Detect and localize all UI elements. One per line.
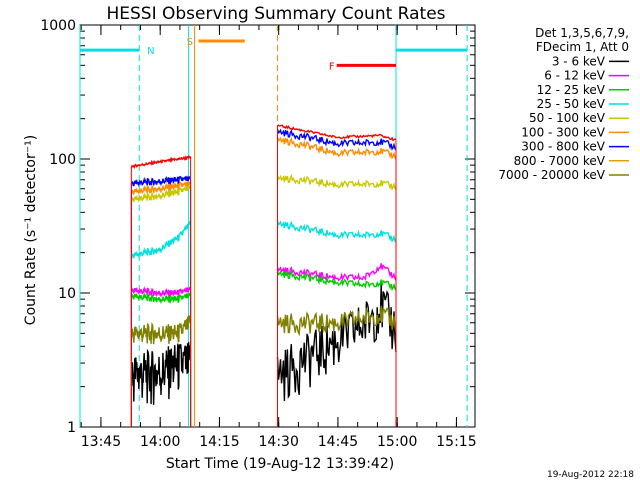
legend: Det 1,3,5,6,7,9,FDecim 1, Att 03 - 6 keV… <box>498 26 629 182</box>
series-line-5 <box>130 180 192 196</box>
legend-entry-label: 50 - 100 keV <box>529 111 606 125</box>
flag-label-n: N <box>147 46 154 57</box>
x-axis-label: Start Time (19-Aug-12 13:39:42) <box>166 456 394 472</box>
series-line-red <box>131 155 192 170</box>
legend-header-line: FDecim 1, Att 0 <box>536 40 629 54</box>
state-flag-bars: N S F <box>80 37 468 72</box>
x-tick-label: 15:15 <box>436 434 476 450</box>
series-line-0 <box>276 284 397 402</box>
y-tick-label: 1000 <box>40 18 76 34</box>
y-tick-label: 1 <box>67 420 76 436</box>
legend-entry-label: 12 - 25 keV <box>537 83 606 97</box>
legend-entry-label: 7000 - 20000 keV <box>498 168 605 182</box>
x-tick-label: 14:30 <box>259 434 299 450</box>
x-tick-label: 14:00 <box>140 434 180 450</box>
x-tick-label: 14:15 <box>199 434 239 450</box>
footer-timestamp: 19-Aug-2012 22:18 <box>547 470 634 480</box>
series-line-6 <box>130 175 192 188</box>
x-tick-label: 15:00 <box>377 434 417 450</box>
legend-entry-label: 3 - 6 keV <box>552 54 606 68</box>
y-tick-label: 10 <box>58 286 76 302</box>
x-axis-ticks: 13:45 14:00 14:15 14:30 14:45 15:00 15:15 <box>80 25 477 450</box>
y-axis-label: Count Rate (s⁻¹ detector⁻¹) <box>23 135 39 325</box>
series-line-1 <box>276 263 397 282</box>
series-line-5 <box>276 136 397 160</box>
series-line-8 <box>276 305 397 337</box>
flag-label-s: S <box>187 37 193 48</box>
legend-entry-label: 100 - 300 keV <box>521 125 605 139</box>
legend-entry-label: 800 - 7000 keV <box>514 154 606 168</box>
series-line-8 <box>130 315 192 345</box>
legend-entry-label: 25 - 50 keV <box>537 97 606 111</box>
series-line-4 <box>130 185 192 203</box>
series-line-6 <box>276 128 397 151</box>
series-line-red <box>277 124 397 142</box>
series-line-3 <box>276 220 397 243</box>
series-line-2 <box>130 291 192 305</box>
y-tick-label: 100 <box>49 152 76 168</box>
legend-entry-label: 300 - 800 keV <box>521 140 605 154</box>
chart-title: HESSI Observing Summary Count Rates <box>106 4 445 24</box>
vertical-marker-lines <box>79 25 468 427</box>
series-line-4 <box>276 173 397 191</box>
flag-label-f: F <box>329 61 335 72</box>
x-tick-label: 14:45 <box>318 434 358 450</box>
series-line-0 <box>130 342 192 405</box>
legend-header-line: Det 1,3,5,6,7,9, <box>535 26 629 40</box>
y-axis-ticks: 1 10 100 1000 <box>40 18 475 436</box>
series-line-2 <box>276 270 397 291</box>
series-layer <box>130 124 397 427</box>
legend-entry-label: 6 - 12 keV <box>544 69 606 83</box>
series-line-3 <box>130 220 192 260</box>
x-tick-label: 13:45 <box>81 434 121 450</box>
series-line-1 <box>130 286 192 299</box>
